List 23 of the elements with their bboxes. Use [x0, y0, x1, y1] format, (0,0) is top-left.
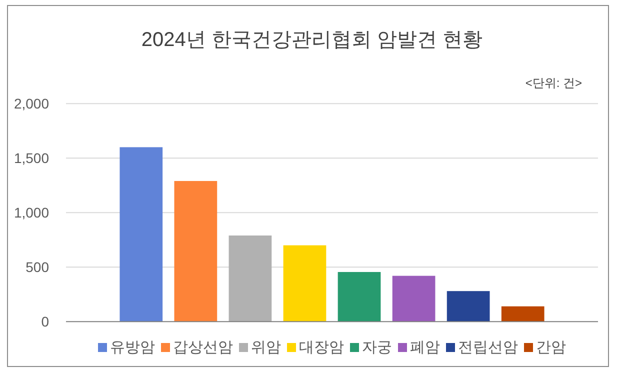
- legend-label: 간암: [536, 339, 566, 356]
- legend-label: 전립선암: [458, 339, 518, 356]
- bar: [338, 272, 381, 322]
- legend-label: 대장암: [299, 339, 344, 356]
- bar: [120, 147, 163, 322]
- y-tick-label: 1,500: [14, 150, 50, 166]
- chart-title: 2024년 한국건강관리협회 암발견 현황: [141, 29, 483, 51]
- legend-label: 갑상선암: [173, 339, 233, 356]
- y-tick-label: 0: [41, 314, 50, 330]
- bar: [174, 180, 218, 322]
- bar: [446, 291, 490, 322]
- legend-label: 자궁: [362, 339, 392, 356]
- bar: [501, 306, 544, 322]
- y-tick-label: 2,000: [14, 96, 50, 112]
- bar: [228, 235, 272, 322]
- bar: [392, 276, 436, 322]
- legend-label: 유방암: [110, 339, 155, 356]
- y-tick-label: 500: [26, 259, 50, 276]
- text: <단위: 건>: [525, 76, 582, 90]
- y-tick-label: 1,000: [14, 204, 50, 221]
- legend-label: 위암: [251, 339, 281, 356]
- bar: [283, 245, 326, 322]
- legend-label: 폐암: [410, 339, 440, 356]
